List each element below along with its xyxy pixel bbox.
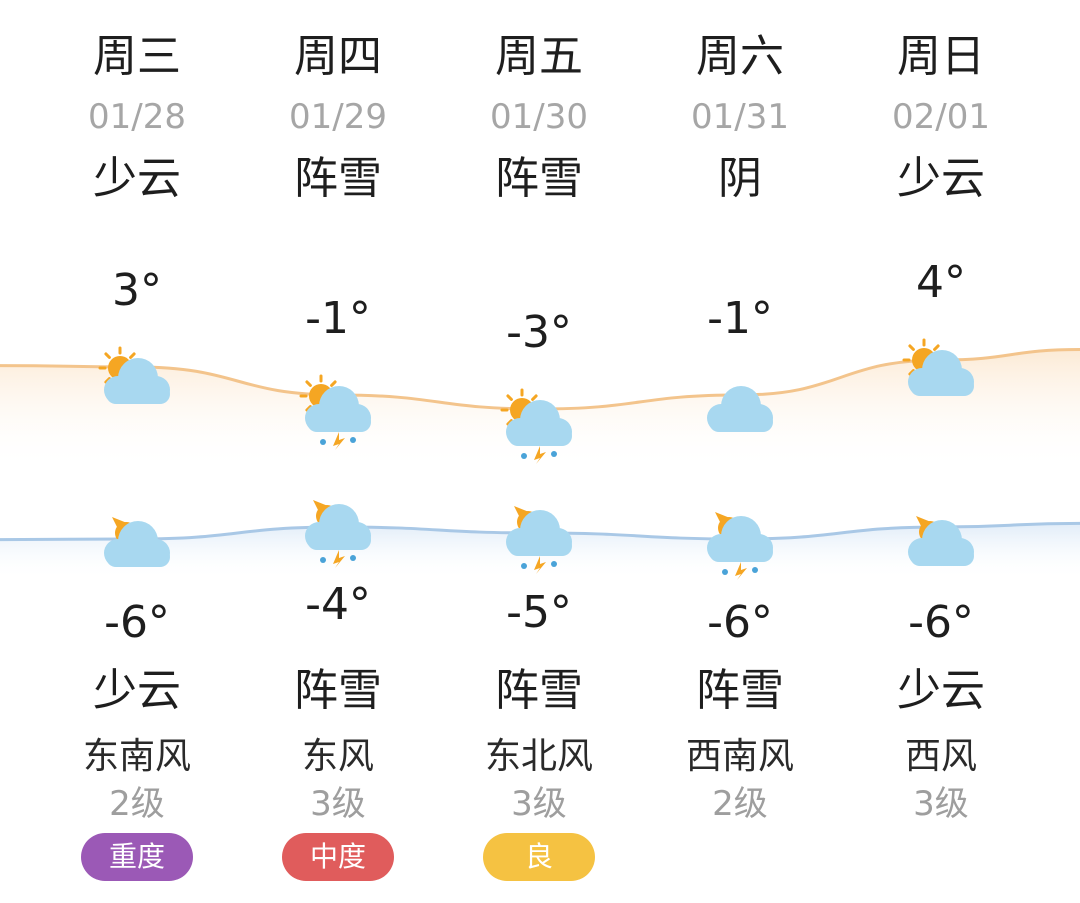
aqi-badge[interactable]: 重度 [81, 833, 193, 881]
weekday-label: 周日 [897, 31, 985, 82]
weekday-label: 周五 [495, 31, 583, 82]
low-temp: -4° [305, 579, 371, 630]
date-label: 01/30 [490, 97, 588, 137]
day-condition: 阴 [718, 153, 762, 204]
partly-cloudy-night-icon [896, 494, 986, 584]
snow-shower-night-icon [695, 490, 785, 580]
date-label: 01/29 [289, 97, 387, 137]
day-condition: 阵雪 [294, 153, 382, 204]
low-temp: -5° [506, 587, 572, 638]
day-condition: 阵雪 [495, 153, 583, 204]
snow-shower-day-icon [293, 360, 383, 450]
snow-shower-day-icon [494, 374, 584, 464]
snow-shower-night-icon [293, 478, 383, 568]
partly-cloudy-night-icon [92, 495, 182, 585]
night-condition: 少云 [897, 665, 985, 716]
aqi-badge[interactable]: 中度 [282, 833, 394, 881]
wind-direction: 东北风 [484, 736, 593, 777]
wind-level: 3级 [511, 784, 567, 824]
low-temp: -6° [707, 597, 773, 648]
wind-direction: 西风 [904, 736, 977, 777]
wind-direction: 西南风 [685, 736, 794, 777]
overcast-icon [695, 360, 785, 450]
wind-level: 2级 [109, 784, 165, 824]
night-condition: 阵雪 [696, 665, 784, 716]
aqi-badge[interactable]: 良 [483, 833, 595, 881]
wind-level: 2级 [712, 784, 768, 824]
date-label: 01/28 [88, 97, 186, 137]
partly-cloudy-day-icon [896, 324, 986, 414]
low-temp: -6° [104, 597, 170, 648]
weekday-label: 周三 [93, 31, 181, 82]
high-temp: 3° [112, 265, 162, 316]
high-temp: -1° [707, 293, 773, 344]
night-condition: 少云 [93, 665, 181, 716]
wind-direction: 东风 [301, 736, 374, 777]
wind-level: 3级 [913, 784, 969, 824]
day-column[interactable]: 周四 01/29 阵雪 -1° -4° 阵雪 东风 3级 中度 [230, 0, 446, 903]
high-temp: 4° [916, 257, 966, 308]
date-label: 02/01 [892, 97, 990, 137]
day-column[interactable]: 周五 01/30 阵雪 -3° -5° 阵雪 东北风 3级 良 [431, 0, 647, 903]
snow-shower-night-icon [494, 484, 584, 574]
day-column[interactable]: 周三 01/28 少云 3° -6° 少云 东南风 2级 重度 [29, 0, 245, 903]
weekday-label: 周六 [696, 31, 784, 82]
night-condition: 阵雪 [495, 665, 583, 716]
wind-level: 3级 [310, 784, 366, 824]
night-condition: 阵雪 [294, 665, 382, 716]
wind-direction: 东南风 [82, 736, 191, 777]
day-condition: 少云 [897, 153, 985, 204]
date-label: 01/31 [691, 97, 789, 137]
high-temp: -1° [305, 293, 371, 344]
day-condition: 少云 [93, 153, 181, 204]
low-temp: -6° [908, 597, 974, 648]
weekday-label: 周四 [294, 31, 382, 82]
partly-cloudy-day-icon [92, 332, 182, 422]
day-column[interactable]: 周六 01/31 阴 -1° -6° 阵雪 西南风 2级 [632, 0, 848, 903]
day-column[interactable]: 周日 02/01 少云 4° -6° 少云 西风 3级 [833, 0, 1049, 903]
high-temp: -3° [506, 307, 572, 358]
